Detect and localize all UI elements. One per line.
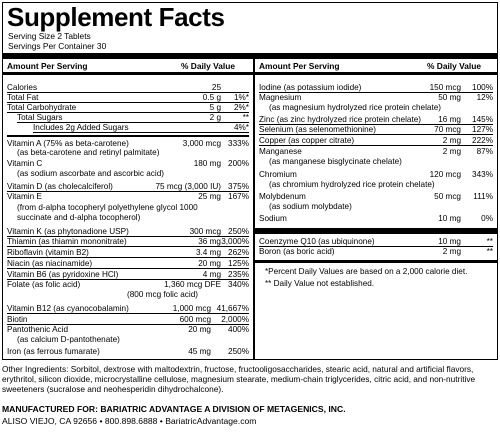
right-header-rule [254, 72, 497, 75]
left-header-amount: Amount Per Serving [7, 61, 88, 71]
sub-note: (as sodium molybdate) [269, 202, 352, 211]
nutrient-row: Vitamin B6 (as pyridoxine HCl) 4 mg 235% [7, 270, 249, 280]
left-header-dv: % Daily Value [181, 61, 235, 71]
sub-note: (as chromium hydrolyzed rice protein che… [269, 180, 435, 189]
nutrient-row: Folate (as folic acid) 1,360 mcg DFE 340% [7, 280, 249, 289]
nutrient-row: Pantothenic Acid 20 mg 400% [7, 325, 249, 334]
nutrient-row: Vitamin B12 (as cyanocobalamin) 1,000 mcg… [7, 304, 249, 314]
footnote-rule [254, 260, 497, 263]
thick-rule [3, 53, 497, 59]
thick-rule-right [254, 228, 497, 234]
sub-note: (800 mcg folic acid) [127, 290, 198, 299]
manufacturer-line: MANUFACTURED FOR: BARIATRIC ADVANTAGE A … [2, 404, 346, 414]
nutrient-row: Vitamin E 25 mg 167% [7, 192, 249, 201]
sub-note: (as beta-carotene and retinyl palmitate) [17, 148, 160, 157]
nutrient-row: Niacin (as niacinamide) 20 mg 125% [7, 259, 249, 269]
nutrient-row: Iron (as ferrous fumarate) 45 mg 250% [7, 347, 249, 356]
sub-note: (as manganese bisglycinate chelate) [269, 157, 402, 166]
left-header-rule [3, 72, 253, 75]
nutrient-row: Vitamin D (as cholecalciferol) 75 mcg (3,… [7, 182, 249, 192]
nutrient-row: Total Fat 0.5 g 1%* [7, 93, 249, 103]
right-header-amount: Amount Per Serving [259, 61, 340, 71]
nutrient-row: Sodium 10 mg 0% [259, 214, 493, 223]
column-divider [253, 59, 255, 359]
sub-note: (from d-alpha tocopheryl polyethylene gl… [17, 203, 198, 212]
nutrient-row: Thiamin (as thiamin mononitrate) 36 mg 3,0… [7, 237, 249, 247]
nutrient-row: Magnesium 50 mg 12% [259, 93, 493, 102]
nutrient-row: Molybdenum 50 mcg 111% [259, 192, 493, 201]
nutrient-row: Biotin 600 mcg 2,000% [7, 315, 249, 325]
nutrient-row: Riboflavin (vitamin B2) 3.4 mg 262% [7, 248, 249, 258]
footnote-percent: *Percent Daily Values are based on a 2,0… [265, 267, 468, 276]
supplement-facts-panel: Supplement Facts Serving Size 2 Tablets … [2, 2, 498, 360]
nutrient-row: Iodine (as potassium iodide) 150 mcg 100% [259, 83, 493, 93]
nutrient-row: Coenzyme Q10 (as ubiquinone) 10 mg ** [259, 237, 493, 247]
sub-note: succinate and d-alpha tocopherol) [17, 213, 141, 222]
nutrient-row: Copper (as copper citrate) 2 mg 222% [259, 136, 493, 146]
footnote-not-established: ** Daily Value not established. [265, 279, 375, 288]
sub-note: (as magnesium hydrolyzed rice protein ch… [269, 103, 442, 112]
nutrient-row: Total Carbohydrate 5 g 2%* [7, 103, 249, 113]
sub-note: (as calcium D-pantothenate) [17, 335, 120, 344]
serving-size: Serving Size 2 Tablets [8, 31, 91, 41]
nutrient-row: Vitamin A (75% as beta-carotene) 3,000 mc… [7, 139, 249, 148]
nutrient-row: Calories 25 [7, 83, 249, 93]
manufacturer-address: ALISO VIEJO, CA 92656 • 800.898.6888 • B… [2, 416, 257, 426]
nutrient-row: Includes 2g Added Sugars 4%* [33, 123, 249, 133]
sub-note: (as sodium ascorbate and ascorbic acid) [17, 169, 164, 178]
nutrient-row: Vitamin C 180 mg 200% [7, 159, 249, 168]
panel-title: Supplement Facts [7, 2, 225, 32]
row-rule [7, 135, 249, 137]
right-header-dv: % Daily Value [427, 61, 481, 71]
nutrient-row: Chromium 120 mcg 343% [259, 170, 493, 179]
other-ingredients: Other Ingredients: Sorbitol, dextrose wi… [2, 364, 476, 394]
nutrient-row: Vitamin K (as phytonadione USP) 300 mcg 25… [7, 227, 249, 237]
nutrient-row: Zinc (as zinc hydrolyzed rice protein ch… [259, 115, 493, 125]
servings-per-container: Servings Per Container 30 [8, 41, 107, 51]
nutrient-row: Boron (as boric acid) 2 mg ** [259, 247, 493, 256]
nutrient-row: Selenium (as selenomethionine) 70 mcg 127% [259, 125, 493, 135]
nutrient-row: Manganese 2 mg 87% [259, 147, 493, 156]
nutrient-row: Total Sugars 2 g ** [17, 113, 249, 123]
